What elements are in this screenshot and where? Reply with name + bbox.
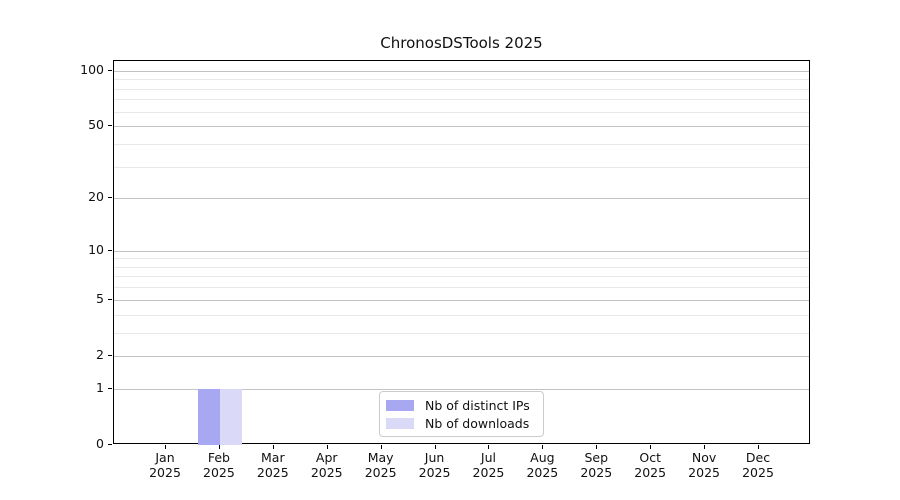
x-tick-year: 2025	[580, 465, 613, 480]
plot-area	[113, 60, 810, 445]
gridline-major	[114, 250, 809, 252]
y-tick-label: 100	[80, 61, 104, 77]
y-tick-label: 20	[88, 189, 104, 205]
gridline-major	[114, 355, 809, 357]
x-tick-mark	[704, 445, 706, 449]
y-tick-mark	[108, 249, 112, 251]
gridline-major	[114, 198, 809, 200]
x-tick-year: 2025	[256, 465, 289, 480]
x-tick-year: 2025	[472, 465, 505, 480]
gridline-minor	[114, 258, 809, 260]
legend-label-downloads: Nb of downloads	[425, 415, 530, 431]
legend-swatch-downloads	[386, 417, 414, 429]
x-tick-month: May	[367, 450, 394, 465]
x-tick-month: Sep	[584, 450, 609, 465]
y-tick-label: 50	[88, 117, 104, 133]
y-tick-mark	[108, 444, 112, 445]
x-tick-mark	[218, 445, 220, 449]
x-tick-label: Dec 2025	[730, 450, 786, 480]
x-tick-month: Jun	[424, 450, 445, 465]
x-tick-month: Mar	[261, 450, 285, 465]
gridline-major	[114, 126, 809, 128]
x-tick-mark	[650, 445, 652, 449]
x-tick-month: Nov	[691, 450, 717, 465]
x-tick-mark	[758, 445, 759, 449]
x-tick-year: 2025	[418, 465, 451, 480]
x-tick-month: Apr	[315, 450, 338, 465]
x-tick-year: 2025	[364, 465, 397, 480]
x-tick-label: Mar 2025	[245, 450, 301, 480]
x-tick-mark	[434, 445, 436, 449]
y-tick-mark	[108, 298, 112, 300]
gridline-minor	[114, 111, 809, 113]
legend-item-downloads: Nb of downloads	[386, 416, 543, 431]
x-tick-mark	[488, 445, 490, 449]
x-tick-month: Dec	[745, 450, 771, 465]
x-tick-label: May 2025	[353, 450, 409, 480]
x-tick-month: Aug	[530, 450, 555, 465]
x-tick-month: Oct	[639, 450, 661, 465]
x-tick-label: Aug 2025	[514, 450, 570, 480]
legend-label-distinct-ips: Nb of distinct IPs	[425, 397, 530, 413]
y-tick-label: 2	[96, 346, 104, 362]
x-tick-year: 2025	[310, 465, 343, 480]
x-tick-label: Jan 2025	[137, 450, 193, 480]
y-tick-mark	[108, 387, 112, 389]
y-tick-mark	[108, 125, 112, 127]
gridline-minor	[114, 276, 809, 278]
gridline-minor	[114, 99, 809, 101]
bar-downloads	[219, 388, 242, 445]
x-tick-mark	[596, 445, 598, 449]
gridline-minor	[114, 287, 809, 289]
x-tick-mark	[380, 445, 382, 449]
gridline-minor	[114, 88, 809, 90]
x-tick-month: Jul	[480, 450, 496, 465]
x-tick-month: Jan	[155, 450, 175, 465]
y-tick-mark	[108, 354, 112, 356]
gridline-minor	[114, 79, 809, 81]
gridline-major	[114, 70, 809, 72]
x-tick-mark	[272, 445, 274, 449]
y-tick-mark	[108, 69, 112, 71]
gridline-minor	[114, 314, 809, 316]
x-tick-mark	[165, 445, 166, 449]
gridline-minor	[114, 332, 809, 334]
x-tick-label: Nov 2025	[676, 450, 732, 480]
x-tick-label: Jun 2025	[407, 450, 463, 480]
gridline-minor	[114, 143, 809, 145]
gridline-minor	[114, 266, 809, 268]
x-tick-month: Feb	[207, 450, 230, 465]
y-tick-mark	[108, 197, 112, 199]
gridline-minor	[114, 166, 809, 168]
x-tick-year: 2025	[149, 465, 181, 480]
x-tick-label: Feb 2025	[191, 450, 247, 480]
chart-title: ChronosDSTools 2025	[380, 34, 543, 52]
x-tick-year: 2025	[634, 465, 667, 480]
x-tick-mark	[326, 445, 328, 449]
legend: Nb of distinct IPs Nb of downloads	[379, 391, 544, 437]
bar-distinct-ips	[198, 388, 220, 445]
gridline-major	[114, 388, 809, 390]
x-tick-mark	[542, 445, 544, 449]
x-tick-label: Oct 2025	[622, 450, 678, 480]
x-tick-year: 2025	[742, 465, 774, 480]
x-tick-year: 2025	[688, 465, 720, 480]
legend-swatch-distinct-ips	[386, 399, 414, 411]
x-tick-label: Sep 2025	[568, 450, 624, 480]
y-tick-label: 1	[96, 379, 104, 395]
y-tick-label: 0	[96, 436, 104, 451]
y-tick-label: 10	[88, 241, 104, 257]
gridline-major	[114, 299, 809, 301]
x-tick-label: Apr 2025	[299, 450, 355, 480]
x-tick-label: Jul 2025	[460, 450, 516, 480]
legend-item-distinct-ips: Nb of distinct IPs	[386, 398, 543, 413]
y-tick-label: 5	[96, 290, 104, 306]
x-tick-year: 2025	[526, 465, 559, 480]
x-tick-year: 2025	[203, 465, 235, 480]
